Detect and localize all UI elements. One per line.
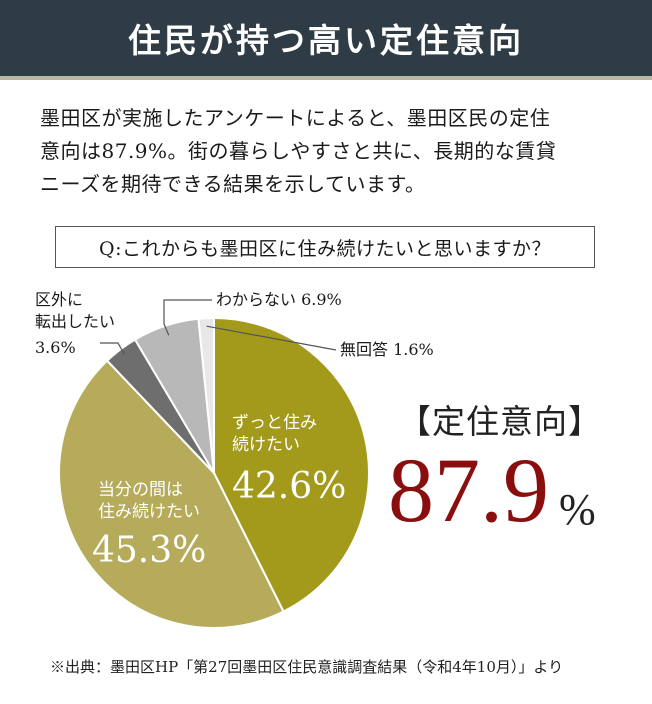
result-unit: % [559,485,596,534]
slice-value-kugai: 3.6% [35,338,76,357]
survey-question-box: Q:これからも墨田区に住み続けたいと思いますか？ [55,226,595,268]
slice-label-touban: 住み続けたい [98,502,200,522]
header-divider [0,76,652,80]
pie-slice-zutto [213,316,370,613]
leader-line-mukaito [206,325,337,351]
intro-line: 墨田区が実施したアンケートによると、墨田区民の定住 [40,106,551,130]
slice-label-wakaranai: わからない 6.9% [216,290,342,309]
slice-label-kugai: 区外に [35,290,83,309]
slice-label-zutto: 続けたい [232,435,300,455]
intro-paragraph: 墨田区が実施したアンケートによると、墨田区民の定住 意向は87.9%。街の暮らし… [40,102,620,201]
slice-value-touban: 45.3% [92,530,206,571]
pie-slice-touban [58,359,285,629]
result-value: 87.9 [388,439,549,541]
survey-question: Q:これからも墨田区に住み続けたいと思いますか？ [99,237,551,260]
header-banner: 住民が持つ高い定住意向 [0,0,652,76]
leader-line-wakaranai [163,299,212,336]
source-note: ※出典：墨田区HP「第27回墨田区住民意識調査結果（令和4年10月）」より [50,658,564,676]
leader-line-kugai [100,342,125,355]
slice-value-zutto: 42.6% [232,466,346,507]
slice-label-mukaito: 無回答 1.6% [340,340,434,359]
slice-label-zutto: ずっと住み [232,413,317,433]
slice-label-kugai: 転出したい [35,312,115,331]
result-label: 【定住意向】 [398,402,602,441]
page-title: 住民が持つ高い定住意向 [128,21,524,60]
slice-label-touban: 当分の間は [98,480,183,500]
pie-slice-mukaito [197,316,215,474]
intro-line: ニーズを期待できる結果を示しています。 [40,172,426,196]
intro-line: 意向は87.9%。街の暮らしやすさと共に、長期的な賃貸 [40,139,557,163]
